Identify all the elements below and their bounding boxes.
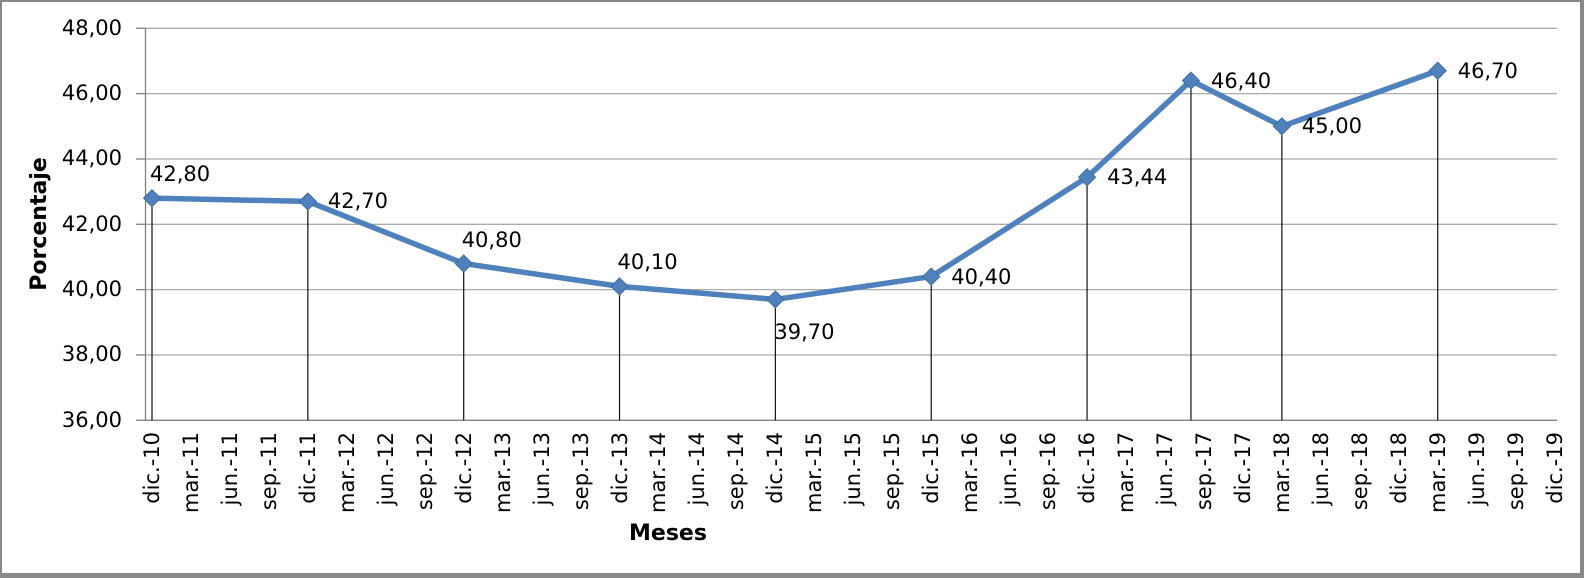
- x-axis-tick-label: dic.-16: [1075, 432, 1100, 504]
- x-axis-tick-label: mar.-19: [1425, 432, 1450, 514]
- y-axis-tick-label: 44,00: [61, 146, 122, 171]
- x-axis-tick-label: sep.-13: [568, 432, 593, 511]
- x-axis-tick-label: dic.-10: [140, 432, 164, 504]
- series-line: [149, 68, 1441, 303]
- data-point-label: 40,10: [617, 250, 678, 275]
- x-axis-tick-label: jun.-14: [685, 432, 710, 506]
- x-axis-tick-label: mar.-11: [178, 432, 203, 514]
- data-point-label: 46,70: [1457, 58, 1518, 83]
- x-axis-tick-label: dic.-18: [1386, 432, 1411, 504]
- x-axis-tick-label: mar.-15: [802, 432, 827, 514]
- data-point-marker: [1272, 117, 1292, 136]
- x-axis-tick-label: dic.-13: [607, 432, 632, 504]
- x-axis-tick-label: jun.-18: [1308, 432, 1333, 506]
- x-axis-tick-label: dic.-14: [763, 432, 788, 504]
- x-axis-tick-label: dic.-12: [451, 432, 476, 504]
- data-point-marker: [610, 277, 629, 296]
- x-axis-tick-label: jun.-15: [841, 432, 866, 506]
- x-axis-tick-label: sep.-18: [1347, 432, 1372, 511]
- x-axis-tick-label: jun.-11: [217, 432, 242, 506]
- y-axis-title: Porcentaje: [27, 157, 52, 291]
- x-axis-tick-label: jun.-17: [1152, 432, 1177, 506]
- x-axis-tick-label: mar.-16: [958, 432, 983, 514]
- data-point-marker: [454, 254, 473, 273]
- x-axis-tick-label: jun.-12: [373, 432, 398, 506]
- data-point-label: 40,80: [461, 227, 522, 252]
- data-point-marker: [766, 290, 785, 309]
- x-axis-tick-label: sep.-15: [880, 432, 905, 511]
- x-axis-tick-label: sep.-11: [256, 432, 281, 511]
- y-axis-tick-label: 36,00: [61, 407, 122, 432]
- x-axis-tick-label: sep.-19: [1503, 432, 1528, 511]
- data-point-marker: [1181, 71, 1201, 90]
- x-axis-tick-label: sep.-17: [1191, 432, 1216, 511]
- x-axis-tick-label: dic.-17: [1230, 432, 1255, 504]
- data-point-label: 43,44: [1107, 165, 1168, 190]
- x-axis-tick-label: jun.-13: [529, 432, 554, 506]
- x-axis-title: Meses: [629, 521, 707, 546]
- data-point-label: 42,80: [150, 162, 211, 187]
- data-point-label: 42,70: [327, 189, 388, 214]
- x-axis-tick-label: mar.-14: [646, 432, 671, 514]
- y-axis-tick-label: 48,00: [61, 15, 122, 40]
- y-axis-tick-label: 38,00: [61, 342, 122, 367]
- data-point-label: 45,00: [1301, 114, 1362, 139]
- x-axis-tick-label: mar.-17: [1114, 432, 1139, 514]
- data-point-marker: [142, 188, 162, 208]
- data-point-marker: [922, 267, 941, 286]
- x-axis-tick-label: dic.-19: [1542, 432, 1567, 504]
- x-axis-tick-label: sep.-14: [724, 432, 749, 511]
- x-axis-tick-label: mar.-12: [334, 432, 359, 514]
- x-axis-tick-label: jun.-19: [1464, 432, 1489, 506]
- y-axis-tick-label: 40,00: [61, 277, 122, 302]
- x-axis-tick-label: jun.-16: [997, 432, 1022, 506]
- data-point-marker: [1077, 168, 1097, 187]
- x-axis-tick-label: dic.-15: [919, 432, 944, 504]
- x-axis-tick-label: sep.-16: [1036, 432, 1061, 511]
- x-axis-tick-label: dic.-11: [295, 432, 320, 504]
- data-point-marker: [1428, 61, 1447, 80]
- data-point-label: 46,40: [1210, 68, 1272, 93]
- data-point-label: 40,40: [951, 264, 1012, 289]
- data-point-marker: [298, 192, 318, 211]
- data-point-label: 39,70: [774, 320, 835, 345]
- x-axis-tick-label: mar.-18: [1269, 432, 1294, 514]
- y-axis-tick-label: 46,00: [61, 81, 122, 106]
- x-axis-tick-label: mar.-13: [490, 432, 515, 514]
- y-axis-tick-label: 42,00: [61, 211, 122, 236]
- x-axis-tick-label: sep.-12: [412, 432, 437, 511]
